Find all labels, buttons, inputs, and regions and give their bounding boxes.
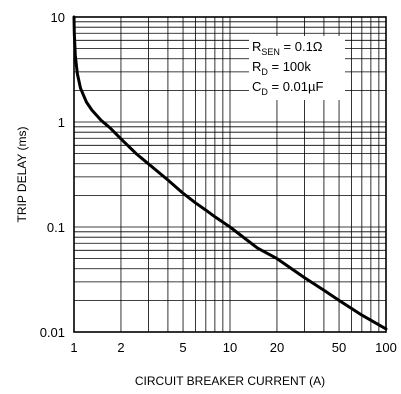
annotation-line: RSEN = 0.1Ω xyxy=(252,39,323,57)
y-tick-label: 0.1 xyxy=(47,220,65,235)
trip-delay-curve xyxy=(72,15,388,331)
annotation-line: CD = 0.01µF xyxy=(252,79,323,97)
x-tick-label: 5 xyxy=(179,340,186,355)
series-layer xyxy=(72,15,388,331)
y-tick-label: 1 xyxy=(58,115,65,130)
x-axis-title: CIRCUIT BREAKER CURRENT (A) xyxy=(135,374,325,388)
x-tick-label: 1 xyxy=(70,340,77,355)
y-tick-label: 10 xyxy=(51,10,65,25)
annotation-line: RD = 100k xyxy=(252,59,311,77)
x-tick-label: 50 xyxy=(332,340,346,355)
annotation-background xyxy=(249,36,345,100)
x-tick-label: 20 xyxy=(270,340,284,355)
x-tick-label: 100 xyxy=(375,340,397,355)
y-axis-title: TRIP DELAY (ms) xyxy=(15,126,29,222)
x-tick-label: 10 xyxy=(223,340,237,355)
y-tick-label: 0.01 xyxy=(40,325,65,340)
plot-frame xyxy=(73,16,387,333)
x-tick-labels: 1 2 5 10 20 50 100 xyxy=(70,340,396,355)
x-tick-label: 2 xyxy=(117,340,124,355)
parameter-annotation: RSEN = 0.1Ω RD = 100k CD = 0.01µF xyxy=(249,36,345,100)
y-tick-labels: 0.01 0.1 1 10 xyxy=(40,10,65,340)
